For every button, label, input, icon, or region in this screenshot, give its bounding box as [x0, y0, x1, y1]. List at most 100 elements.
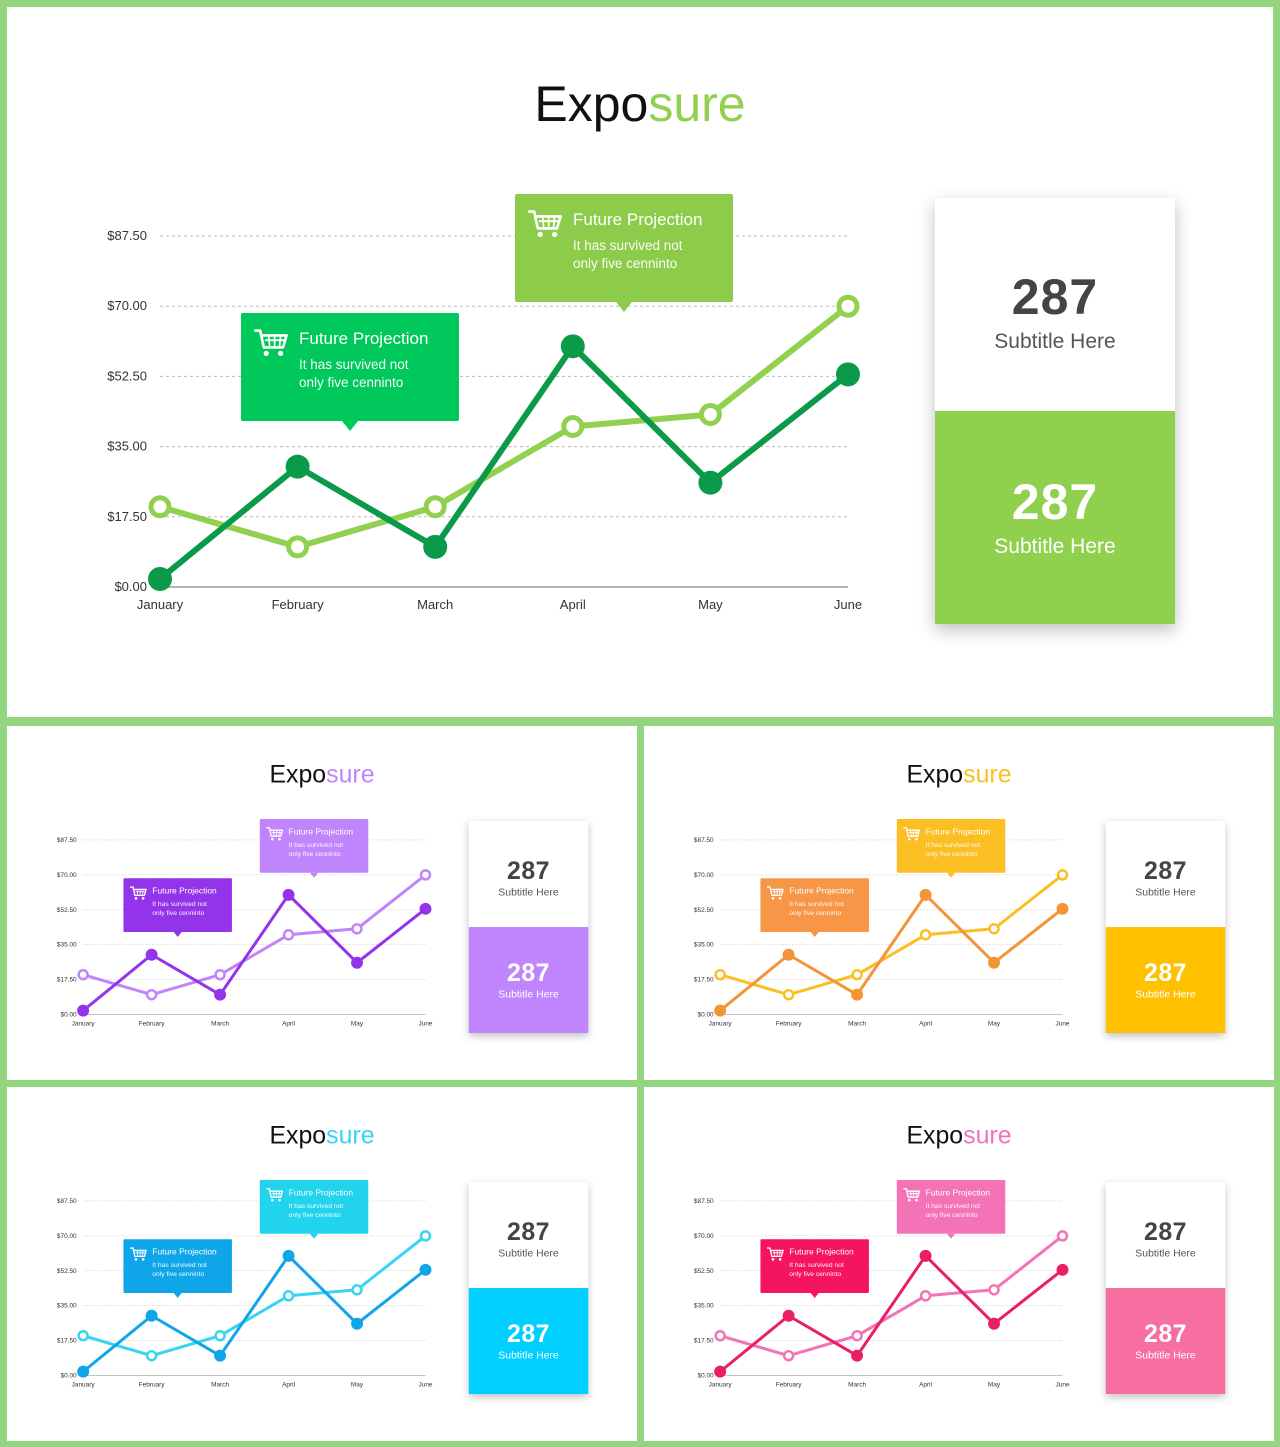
y-tick-label: $52.50 — [57, 1268, 77, 1275]
callout-april: Future Projection It has survived not only… — [259, 819, 369, 878]
series-dark-point — [851, 1349, 864, 1362]
slide-green: Exposure $0.00 $17.50 $35.00 $52.50 $70.00 $87… — [7, 7, 1273, 717]
y-tick-label: $17.50 — [107, 509, 147, 524]
callout-pointer — [173, 932, 182, 937]
callout-body-line: It has survived not — [299, 357, 409, 372]
y-tick-label: $0.00 — [698, 1373, 715, 1380]
stat-card: 287 Subtitle Here 287 Subtitle Here — [935, 198, 1175, 624]
x-tick-label: April — [282, 1021, 295, 1028]
series-dark-point — [782, 948, 795, 961]
y-tick-label: $70.00 — [57, 872, 77, 879]
series-dark-point — [145, 948, 158, 961]
series-light-point — [1056, 869, 1069, 881]
series-dark-point — [77, 1365, 90, 1378]
x-tick-label: February — [139, 1382, 166, 1389]
callout-title: Future Projection — [573, 210, 703, 229]
callout-pointer — [310, 872, 319, 878]
stat-subtitle-bottom: Subtitle Here — [994, 535, 1116, 558]
callout-april: Future Projection It has survived not only… — [896, 819, 1006, 878]
title-part-accent: sure — [326, 760, 375, 789]
x-tick-label: April — [919, 1021, 932, 1028]
series-dark-point — [77, 1004, 90, 1017]
title-part-dark: Expo — [906, 1121, 964, 1150]
x-tick-label: February — [139, 1021, 166, 1028]
series-light-point — [351, 923, 363, 935]
x-tick-label: January — [137, 597, 184, 612]
callout-pointer — [947, 872, 956, 878]
callout-pointer — [173, 1293, 182, 1298]
stat-card: 287 Subtitle Here 287 Subtitle Here — [1105, 1182, 1226, 1395]
series-light-point — [1056, 1230, 1069, 1242]
callout-body: It has survived not only five cenninto — [152, 1261, 207, 1279]
series-line-dark — [82, 1254, 427, 1373]
x-tick-label: March — [211, 1382, 229, 1389]
x-tick-label: May — [351, 1382, 364, 1389]
series-light-point — [77, 1329, 89, 1342]
callout-title: Future Projection — [288, 1188, 354, 1198]
series-light-point — [282, 929, 295, 941]
stat-value-bottom: 287 — [1144, 1319, 1188, 1348]
y-tick-label: $87.50 — [694, 1198, 714, 1205]
title-part-accent: sure — [963, 1121, 1012, 1150]
y-tick-label: $35.00 — [694, 1303, 714, 1310]
callout-body-line: only five cenninto — [152, 909, 205, 917]
title-part-dark: Expo — [269, 760, 327, 789]
callout-body: It has survived not only five cenninto — [926, 840, 981, 858]
x-tick-label: June — [419, 1021, 433, 1028]
stat-subtitle-top: Subtitle Here — [498, 1247, 559, 1260]
shopping-cart-icon — [903, 1188, 921, 1202]
slide-title: Exposure — [7, 75, 1273, 133]
callout-pointer — [810, 932, 819, 937]
series-light-point — [698, 403, 722, 427]
stat-subtitle-top: Subtitle Here — [1135, 886, 1196, 899]
y-tick-label: $52.50 — [694, 907, 714, 914]
slide-title: Exposure — [644, 760, 1274, 789]
series-dark-point — [836, 362, 860, 387]
callout-body: It has survived not only five cenninto — [289, 1201, 344, 1219]
title-part-accent: sure — [326, 1121, 375, 1150]
callout-april: Future Projection It has survived not only… — [896, 1180, 1006, 1239]
x-tick-label: June — [419, 1382, 433, 1389]
stat-value-top: 287 — [1144, 1217, 1188, 1246]
title-part-dark: Expo — [269, 1121, 327, 1150]
callout-body-line: It has survived not — [288, 1201, 344, 1210]
callout-body-line: only five cenninto — [288, 850, 341, 858]
series-light-point — [77, 968, 89, 981]
callout-body: It has survived not only five cenninto — [926, 1201, 981, 1219]
x-tick-label: June — [1056, 1021, 1070, 1028]
stat-subtitle-top: Subtitle Here — [1135, 1247, 1196, 1260]
series-light-point — [851, 1329, 863, 1342]
shopping-cart-icon — [266, 1188, 284, 1202]
x-tick-label: April — [560, 597, 586, 612]
series-dark-point — [988, 1317, 1001, 1330]
callout-body-line: only five cenninto — [299, 375, 404, 391]
series-dark-point — [351, 956, 364, 969]
slide-title: Exposure — [7, 760, 637, 789]
series-light-point — [214, 968, 226, 981]
slide-content: Exposure $0.00 $17.50 $35.00 $52.50 $70.00 $87… — [7, 7, 1273, 717]
y-tick-label: $87.50 — [57, 837, 77, 844]
shopping-cart-icon — [528, 210, 562, 238]
x-tick-label: April — [282, 1382, 295, 1389]
stat-value-bottom: 287 — [1144, 958, 1188, 987]
series-dark-point — [148, 566, 172, 591]
x-tick-label: March — [211, 1021, 229, 1028]
y-tick-label: $70.00 — [57, 1233, 77, 1240]
title-part-accent: sure — [963, 760, 1012, 789]
slide-purple: Exposure $0.00 $17.50 $35.00 $52.50 $70.00 $87… — [7, 726, 637, 1080]
line-chart: $0.00 $17.50 $35.00 $52.50 $70.00 $87.50 Janua… — [57, 1198, 433, 1389]
x-tick-label: February — [776, 1382, 803, 1389]
stat-card: 287 Subtitle Here 287 Subtitle Here — [468, 821, 589, 1034]
series-line-dark — [158, 343, 850, 582]
y-tick-label: $17.50 — [57, 1338, 77, 1345]
series-dark-point — [1056, 902, 1069, 915]
callout-body-line: It has survived not — [152, 900, 207, 908]
y-tick-label: $70.00 — [694, 1233, 714, 1240]
shopping-cart-icon — [903, 827, 921, 841]
callout-pointer — [616, 302, 632, 312]
series-line-light — [159, 303, 850, 550]
stat-value-top: 287 — [507, 856, 551, 885]
series-dark-point — [282, 888, 295, 901]
x-tick-label: February — [272, 597, 325, 612]
callout-title: Future Projection — [152, 886, 217, 896]
